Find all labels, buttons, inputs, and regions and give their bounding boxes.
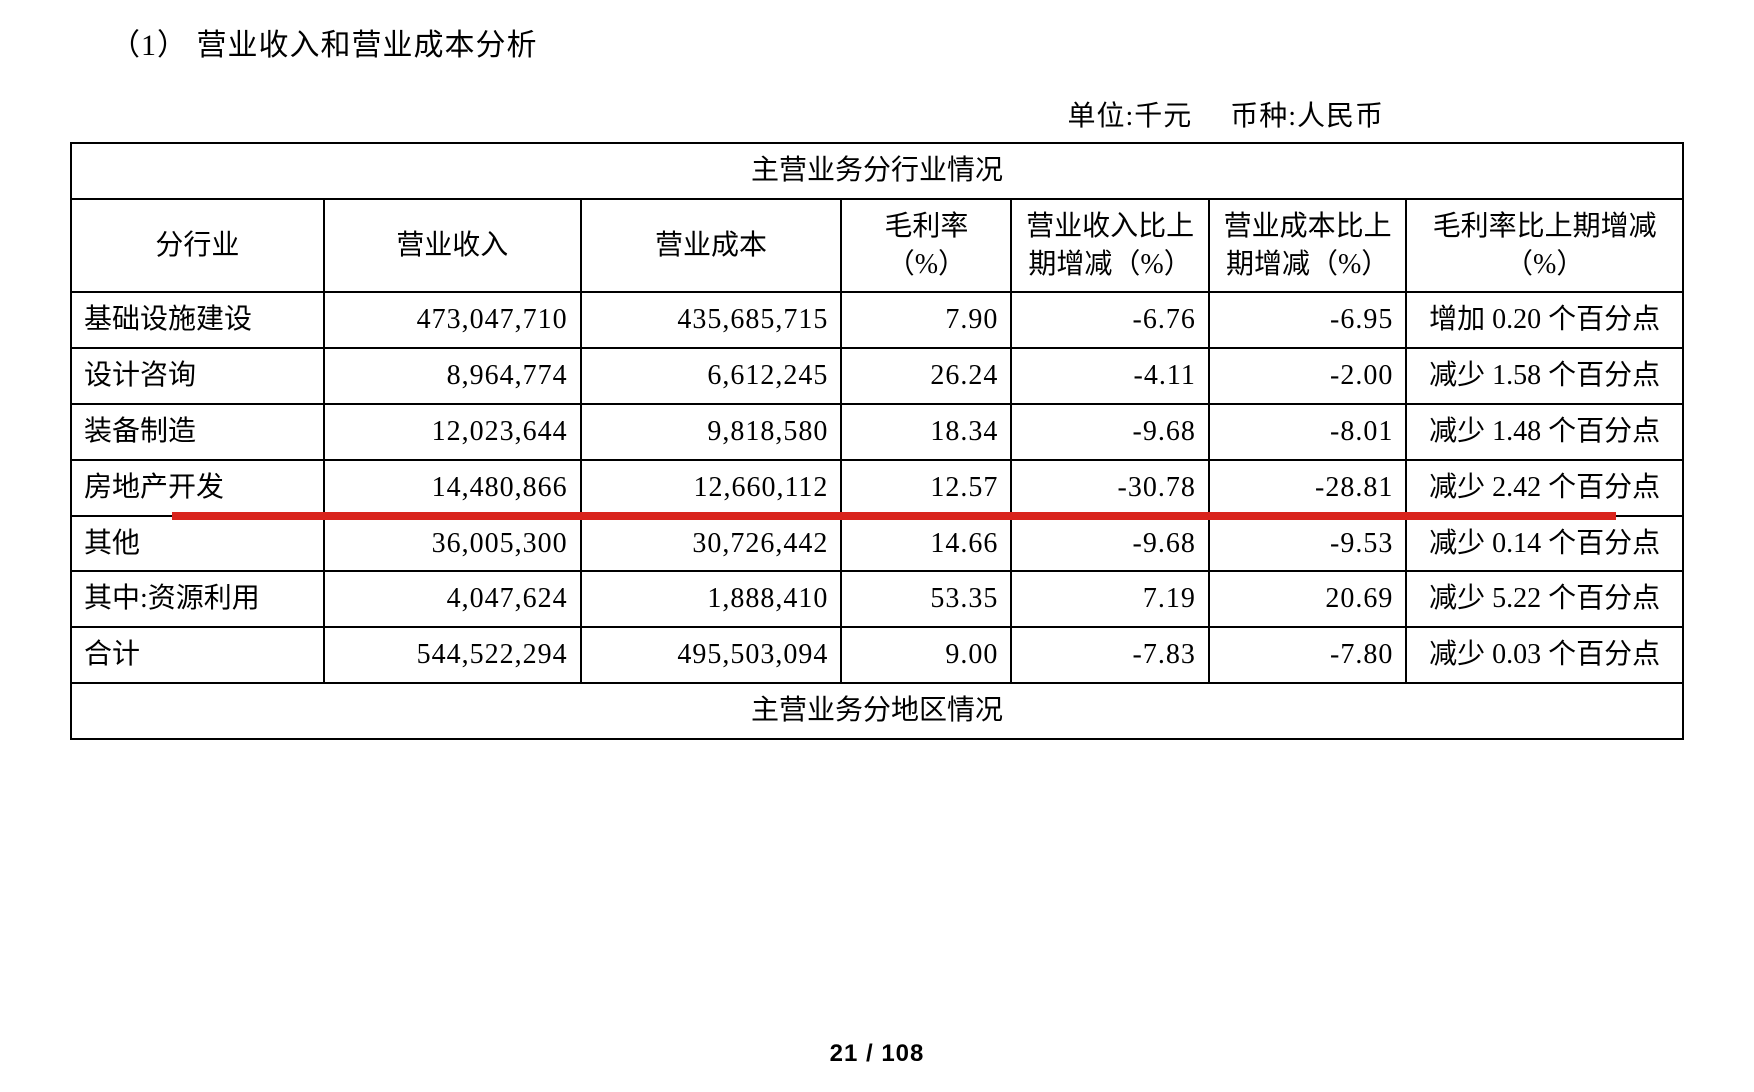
table-row: 其他36,005,30030,726,44214.66-9.68-9.53减少 … — [71, 516, 1683, 572]
cell-cost-delta: -7.80 — [1209, 627, 1407, 683]
cell-industry: 其中:资源利用 — [71, 571, 324, 627]
cell-revenue: 12,023,644 — [324, 404, 581, 460]
col-header-rev-delta: 营业收入比上期增减（%） — [1011, 199, 1209, 293]
table-banner-bottom: 主营业务分地区情况 — [71, 683, 1683, 739]
unit-label: 单位:千元 — [1067, 101, 1192, 132]
unit-currency-line: 单位:千元 币种:人民币 — [70, 94, 1684, 134]
col-header-revenue: 营业收入 — [324, 199, 581, 293]
cell-margin-delta: 增加 0.20 个百分点 — [1406, 292, 1683, 348]
cell-margin-delta: 减少 1.48 个百分点 — [1406, 404, 1683, 460]
cell-margin-delta: 减少 5.22 个百分点 — [1406, 571, 1683, 627]
cell-margin-delta: 减少 0.03 个百分点 — [1406, 627, 1683, 683]
cell-industry: 合计 — [71, 627, 324, 683]
cell-cost: 495,503,094 — [581, 627, 842, 683]
page-number: 21 / 108 — [0, 1040, 1754, 1068]
table-row: 合计544,522,294495,503,0949.00-7.83-7.80减少… — [71, 627, 1683, 683]
cell-margin: 18.34 — [841, 404, 1011, 460]
cell-industry: 房地产开发 — [71, 460, 324, 516]
cell-margin: 53.35 — [841, 571, 1011, 627]
table-row: 房地产开发14,480,86612,660,11212.57-30.78-28.… — [71, 460, 1683, 516]
table-row: 基础设施建设473,047,710435,685,7157.90-6.76-6.… — [71, 292, 1683, 348]
table-row: 其中:资源利用4,047,6241,888,41053.357.1920.69减… — [71, 571, 1683, 627]
table-row: 设计咨询8,964,7746,612,24526.24-4.11-2.00减少 … — [71, 348, 1683, 404]
cell-industry: 装备制造 — [71, 404, 324, 460]
cell-revenue: 8,964,774 — [324, 348, 581, 404]
cell-cost-delta: -8.01 — [1209, 404, 1407, 460]
table-row: 装备制造12,023,6449,818,58018.34-9.68-8.01减少… — [71, 404, 1683, 460]
col-header-cost-delta: 营业成本比上期增减（%） — [1209, 199, 1407, 293]
highlight-bar — [172, 512, 1616, 520]
section-title: （1） 营业收入和营业成本分析 — [110, 20, 1684, 64]
cell-rev-delta: -9.68 — [1011, 516, 1209, 572]
cell-revenue: 4,047,624 — [324, 571, 581, 627]
cell-rev-delta: -6.76 — [1011, 292, 1209, 348]
cell-cost-delta: -6.95 — [1209, 292, 1407, 348]
cell-margin: 7.90 — [841, 292, 1011, 348]
col-header-cost: 营业成本 — [581, 199, 842, 293]
cell-revenue: 544,522,294 — [324, 627, 581, 683]
cell-margin-delta: 减少 2.42 个百分点 — [1406, 460, 1683, 516]
col-header-margin: 毛利率（%） — [841, 199, 1011, 293]
cell-industry: 其他 — [71, 516, 324, 572]
cell-margin-delta: 减少 0.14 个百分点 — [1406, 516, 1683, 572]
currency-label: 币种:人民币 — [1230, 101, 1384, 132]
cell-cost-delta: 20.69 — [1209, 571, 1407, 627]
cell-cost-delta: -28.81 — [1209, 460, 1407, 516]
cell-revenue: 473,047,710 — [324, 292, 581, 348]
cell-cost: 30,726,442 — [581, 516, 842, 572]
cell-cost: 6,612,245 — [581, 348, 842, 404]
cell-margin: 14.66 — [841, 516, 1011, 572]
cell-industry: 设计咨询 — [71, 348, 324, 404]
cell-rev-delta: -4.11 — [1011, 348, 1209, 404]
cell-rev-delta: -9.68 — [1011, 404, 1209, 460]
cell-cost-delta: -9.53 — [1209, 516, 1407, 572]
cell-rev-delta: -7.83 — [1011, 627, 1209, 683]
cell-revenue: 36,005,300 — [324, 516, 581, 572]
table-banner-top: 主营业务分行业情况 — [71, 143, 1683, 199]
cell-cost: 1,888,410 — [581, 571, 842, 627]
cell-cost: 12,660,112 — [581, 460, 842, 516]
cell-cost: 9,818,580 — [581, 404, 842, 460]
cell-revenue: 14,480,866 — [324, 460, 581, 516]
cell-industry: 基础设施建设 — [71, 292, 324, 348]
col-header-margin-delta: 毛利率比上期增减（%） — [1406, 199, 1683, 293]
cell-margin-delta: 减少 1.58 个百分点 — [1406, 348, 1683, 404]
cell-margin: 9.00 — [841, 627, 1011, 683]
cell-cost: 435,685,715 — [581, 292, 842, 348]
cell-margin: 26.24 — [841, 348, 1011, 404]
cell-margin: 12.57 — [841, 460, 1011, 516]
cell-cost-delta: -2.00 — [1209, 348, 1407, 404]
col-header-industry: 分行业 — [71, 199, 324, 293]
cell-rev-delta: -30.78 — [1011, 460, 1209, 516]
table-header-row: 分行业 营业收入 营业成本 毛利率（%） 营业收入比上期增减（%） 营业成本比上… — [71, 199, 1683, 293]
cell-rev-delta: 7.19 — [1011, 571, 1209, 627]
revenue-cost-table: 主营业务分行业情况 分行业 营业收入 营业成本 毛利率（%） 营业收入比上期增减… — [70, 142, 1684, 740]
